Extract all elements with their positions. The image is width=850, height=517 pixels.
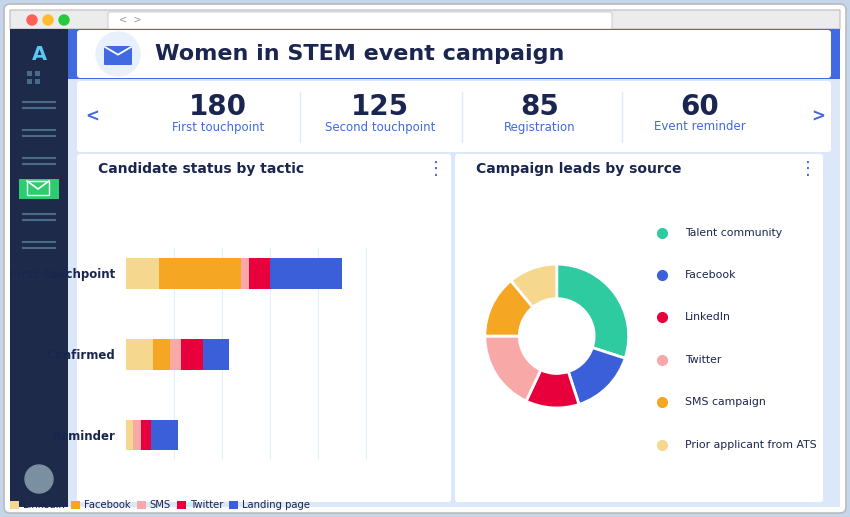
Bar	[133, 420, 141, 450]
Bar	[160, 258, 241, 288]
Bar	[249, 258, 269, 288]
Legend: LinkedIn, Facebook, SMS, Twitter, Landing page: LinkedIn, Facebook, SMS, Twitter, Landin…	[6, 496, 314, 514]
Text: Women in STEM event campaign: Women in STEM event campaign	[155, 44, 564, 64]
Text: 125: 125	[351, 93, 409, 121]
Circle shape	[25, 465, 53, 493]
Text: Candidate status by tactic: Candidate status by tactic	[98, 162, 304, 176]
FancyBboxPatch shape	[10, 10, 840, 29]
Bar	[126, 420, 133, 450]
Text: Twitter: Twitter	[684, 355, 721, 365]
Wedge shape	[484, 281, 533, 336]
FancyBboxPatch shape	[104, 46, 132, 65]
Bar	[150, 420, 178, 450]
Bar	[141, 420, 150, 450]
Bar	[10, 29, 68, 507]
FancyBboxPatch shape	[4, 4, 846, 513]
FancyBboxPatch shape	[108, 12, 612, 29]
Bar	[153, 339, 170, 370]
Text: <  >: < >	[119, 15, 141, 25]
Bar	[269, 258, 342, 288]
Bar	[202, 339, 230, 370]
Text: LinkedIn: LinkedIn	[684, 312, 730, 323]
Text: Facebook: Facebook	[684, 270, 736, 280]
Bar	[241, 258, 249, 288]
Text: ⋮: ⋮	[799, 160, 817, 178]
Wedge shape	[511, 264, 557, 307]
Bar	[170, 339, 182, 370]
Bar	[126, 339, 153, 370]
Wedge shape	[569, 347, 625, 404]
Text: SMS campaign: SMS campaign	[684, 397, 765, 407]
Bar	[68, 29, 840, 79]
Text: 85: 85	[520, 93, 559, 121]
Text: >: >	[811, 108, 825, 126]
Wedge shape	[484, 336, 541, 401]
Bar	[182, 339, 202, 370]
Text: 60: 60	[681, 93, 719, 121]
Bar	[27, 181, 49, 195]
Bar	[27, 71, 32, 76]
Text: 180: 180	[189, 93, 247, 121]
Circle shape	[96, 32, 140, 76]
Wedge shape	[526, 370, 579, 408]
Circle shape	[59, 15, 69, 25]
FancyBboxPatch shape	[77, 30, 831, 78]
Bar	[35, 71, 40, 76]
Bar	[27, 79, 32, 84]
Text: Second touchpoint: Second touchpoint	[325, 120, 435, 133]
Text: Event reminder: Event reminder	[654, 120, 745, 133]
FancyBboxPatch shape	[77, 81, 831, 152]
Circle shape	[27, 15, 37, 25]
Text: First touchpoint: First touchpoint	[172, 120, 264, 133]
Circle shape	[43, 15, 53, 25]
Bar	[126, 258, 160, 288]
Text: ⋮: ⋮	[427, 160, 445, 178]
Bar	[19, 179, 59, 199]
Text: Prior applicant from ATS: Prior applicant from ATS	[684, 439, 816, 450]
Text: Registration: Registration	[504, 120, 575, 133]
Text: Talent community: Talent community	[684, 227, 782, 238]
Text: Campaign leads by source: Campaign leads by source	[476, 162, 682, 176]
FancyBboxPatch shape	[455, 154, 823, 502]
Bar	[35, 79, 40, 84]
FancyBboxPatch shape	[77, 154, 451, 502]
Wedge shape	[557, 264, 629, 358]
Text: A: A	[31, 45, 47, 65]
Text: <: <	[85, 108, 99, 126]
